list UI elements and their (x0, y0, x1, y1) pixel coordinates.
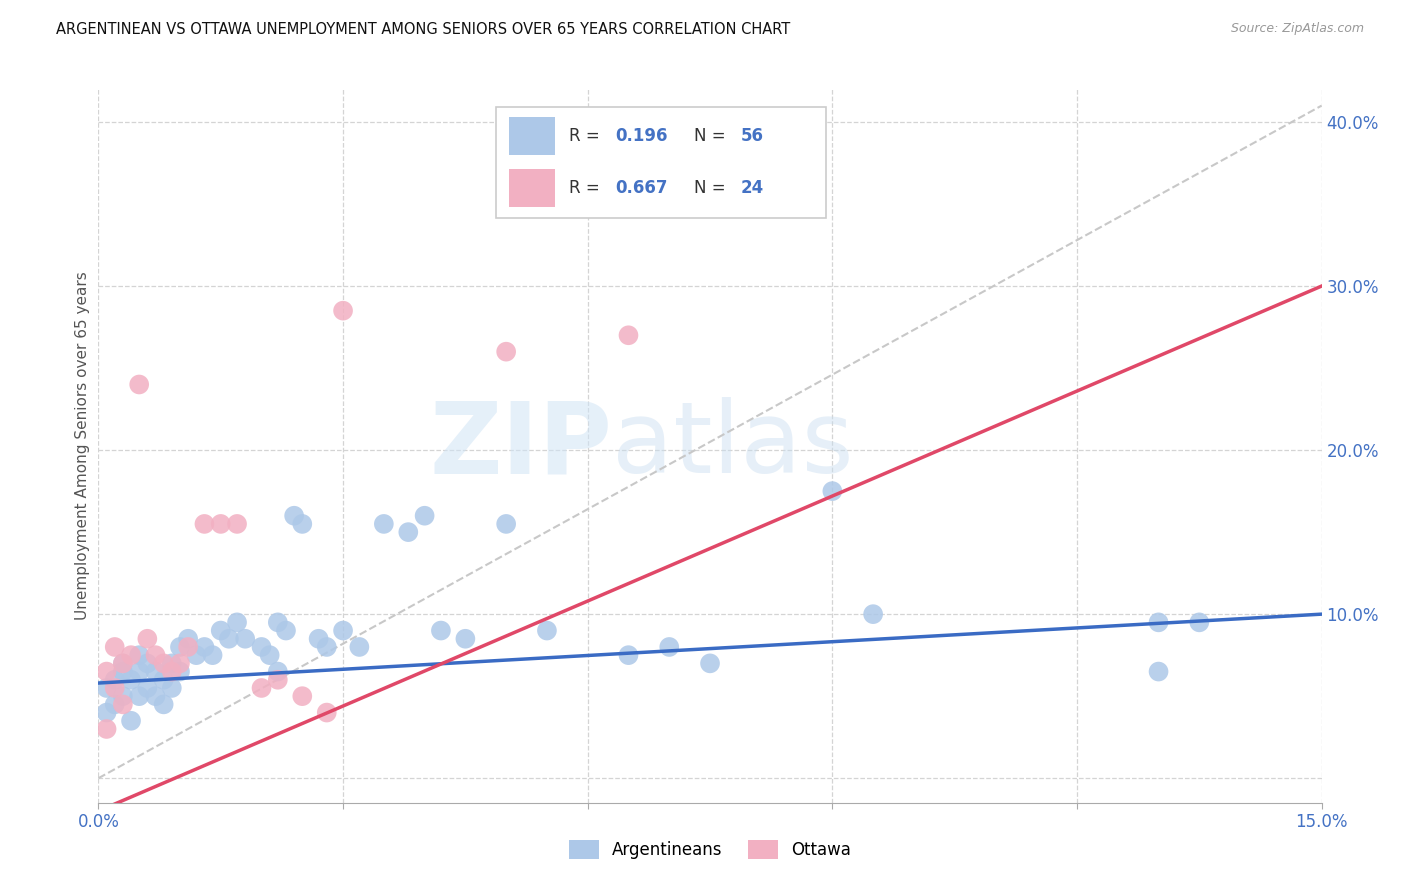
Point (104, 681, 127, 695)
Point (226, 615, 249, 630)
Point (315, 706, 337, 720)
Point (145, 648, 167, 662)
Point (267, 665, 290, 679)
Point (349, 640, 371, 654)
Point (267, 615, 290, 630)
Point (128, 665, 150, 679)
Point (821, 484, 844, 499)
Point (308, 632, 330, 646)
Point (291, 689, 314, 703)
Point (193, 516, 215, 531)
Point (495, 344, 517, 359)
Point (233, 632, 256, 646)
Point (145, 689, 167, 703)
Point (699, 657, 721, 671)
Point (658, 640, 681, 654)
Point (111, 698, 134, 712)
Point (111, 665, 134, 679)
Point (96, 706, 118, 720)
Point (169, 657, 191, 671)
Point (152, 698, 174, 712)
Point (617, 328, 640, 343)
Point (160, 657, 183, 671)
Point (120, 673, 142, 687)
Legend: Argentineans, Ottawa: Argentineans, Ottawa (562, 834, 858, 866)
Text: ZIP: ZIP (429, 398, 612, 494)
Point (291, 516, 314, 531)
Point (315, 640, 337, 654)
Point (152, 657, 174, 671)
Point (177, 632, 200, 646)
Point (120, 648, 142, 662)
Point (201, 648, 224, 662)
Point (111, 689, 134, 703)
Point (120, 714, 142, 728)
Point (136, 657, 159, 671)
Point (96, 665, 118, 679)
Point (104, 640, 127, 654)
Point (413, 508, 436, 523)
Point (177, 640, 200, 654)
Y-axis label: Unemployment Among Seniors over 65 years: Unemployment Among Seniors over 65 years (75, 272, 90, 620)
Point (1147, 665, 1170, 679)
Point (218, 632, 240, 646)
Point (495, 516, 517, 531)
Point (396, 525, 419, 540)
Point (536, 624, 558, 638)
Point (373, 516, 395, 531)
Point (209, 624, 232, 638)
Point (145, 665, 167, 679)
Point (430, 624, 453, 638)
Point (96, 681, 118, 695)
Point (160, 665, 183, 679)
Point (136, 632, 159, 646)
Point (274, 624, 297, 638)
Point (259, 648, 281, 662)
Point (267, 673, 290, 687)
Point (454, 632, 477, 646)
Point (193, 640, 215, 654)
Point (250, 640, 273, 654)
Point (250, 681, 273, 695)
Point (136, 681, 159, 695)
Point (128, 648, 150, 662)
Point (186, 648, 208, 662)
Text: ARGENTINEAN VS OTTAWA UNEMPLOYMENT AMONG SENIORS OVER 65 YEARS CORRELATION CHART: ARGENTINEAN VS OTTAWA UNEMPLOYMENT AMONG… (56, 22, 790, 37)
Point (226, 516, 249, 531)
Point (332, 624, 354, 638)
Point (209, 516, 232, 531)
Point (617, 648, 640, 662)
Text: Source: ZipAtlas.com: Source: ZipAtlas.com (1230, 22, 1364, 36)
Point (160, 681, 183, 695)
Point (111, 657, 134, 671)
Point (283, 508, 305, 523)
Point (169, 665, 191, 679)
Point (152, 673, 174, 687)
Point (862, 607, 884, 622)
Point (104, 698, 127, 712)
Point (169, 640, 191, 654)
Text: atlas: atlas (612, 398, 853, 494)
Point (104, 673, 127, 687)
Point (1188, 615, 1211, 630)
Point (111, 657, 134, 671)
Point (332, 303, 354, 318)
Point (128, 377, 150, 392)
Point (128, 689, 150, 703)
Point (96, 722, 118, 736)
Point (1147, 615, 1170, 630)
